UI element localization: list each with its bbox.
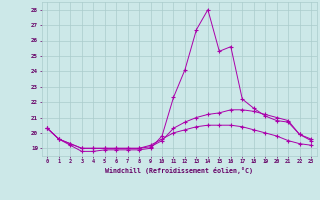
X-axis label: Windchill (Refroidissement éolien,°C): Windchill (Refroidissement éolien,°C) — [105, 167, 253, 174]
